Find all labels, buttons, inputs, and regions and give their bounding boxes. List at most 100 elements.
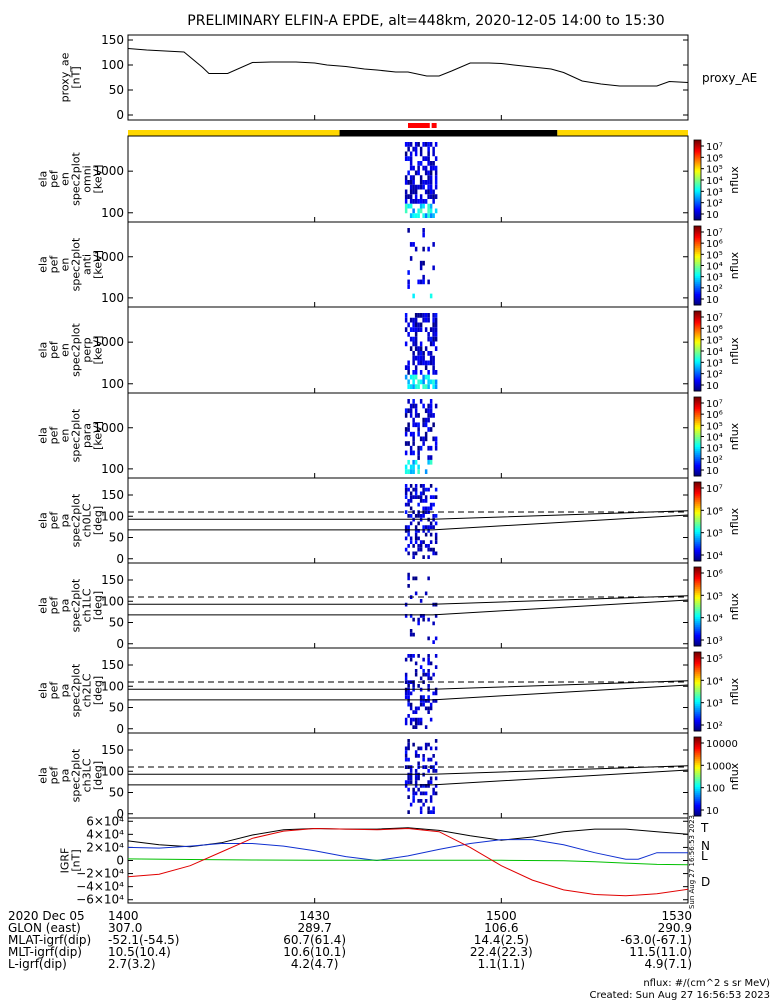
ch1LC-colorbar-cell [694, 576, 701, 580]
igrf-series-D [127, 827, 689, 897]
ch3LC-cell [427, 806, 430, 811]
para-colorbar-cell [694, 444, 701, 447]
perp-cell [414, 384, 418, 389]
perp-ytick-label: 100 [101, 377, 124, 391]
omni-cell [429, 213, 433, 218]
ch3LC-cell [424, 765, 428, 769]
ch0LC-colorbar-cell [694, 483, 701, 487]
ch0LC-field-aligned-line [128, 514, 689, 531]
perp-cell [412, 317, 415, 323]
ch0LC-cell [414, 495, 418, 499]
omni-cell [429, 142, 433, 147]
ch0LC-cell [424, 525, 428, 529]
igrf-series-L [127, 858, 689, 866]
para-colorbar-cell [694, 442, 701, 445]
para-cell [417, 464, 420, 470]
para-colorbar-cell [694, 434, 701, 437]
ch2LC-cell [404, 695, 408, 699]
perp-cell [407, 332, 410, 337]
ch2LC-cell [422, 695, 425, 699]
perp-colorbar-ticklabel: 10⁶ [706, 324, 723, 335]
ch0LC-colorbar-cell [694, 531, 701, 534]
ch1LC-colorbar-cell [694, 567, 701, 570]
ch3LC-cell [407, 742, 410, 747]
omni-cell [427, 194, 430, 199]
perp-cell [429, 355, 433, 361]
ch2LC-colorbar-cell [694, 705, 701, 708]
ch0LC-colorbar-cell [694, 493, 701, 497]
para-colorbar-cell [694, 430, 701, 434]
ch0LC-cell [422, 525, 425, 529]
perp-cell [419, 360, 423, 366]
para-cell [409, 469, 413, 474]
ch1LC-colorbar-cell [694, 602, 701, 606]
ch2LC-cell [432, 672, 435, 677]
proxy_ae-ytick-label: 100 [101, 58, 124, 72]
ch1LC-colorbar-cell [694, 594, 701, 598]
footer-row-value: 4.2(4.7) [291, 957, 339, 971]
para-cell [417, 455, 420, 460]
perp-cell [414, 374, 418, 380]
ch2LC-anti-loss-cone-line [128, 680, 689, 690]
perp-colorbar-cell [694, 363, 701, 366]
ch3LC-cell [414, 776, 418, 781]
omni-cell [424, 180, 428, 185]
anti-cell [422, 279, 425, 285]
ch0LC-colorbar-cell [694, 545, 701, 548]
ch3LC-cell [414, 791, 418, 796]
perp-colorbar-cell [694, 383, 701, 386]
omni-cell [417, 142, 420, 147]
ch1LC-colorbar-cell [694, 584, 701, 588]
ch0LC-ytick-label: 0 [116, 552, 124, 566]
ch3LC-colorbar-cell [694, 746, 701, 750]
para-ylabel-line: [keV] [92, 421, 105, 450]
ch3LC-colorbar-ticklabel: 1000 [706, 761, 731, 772]
perp-cell [434, 332, 438, 337]
perp-cell [432, 365, 435, 370]
ch3LC-cell [432, 810, 435, 814]
ch0LC-colorbar-cell [694, 507, 701, 511]
para-colorbar-ticklabel: 10³ [706, 444, 723, 455]
ch2LC-cell [404, 691, 408, 696]
anti-colorbar-cell [694, 233, 701, 237]
ch2LC-cell [422, 702, 425, 707]
perp-cell [432, 313, 435, 318]
ch2LC-cell [424, 672, 428, 677]
anti-cell [409, 256, 413, 261]
footer-row-value: 106.6 [484, 921, 518, 935]
omni-colorbar-cell [694, 174, 701, 177]
ch2LC-colorbar-cell [694, 715, 701, 718]
omni-cell [407, 156, 410, 161]
ch3LC-cell [404, 754, 408, 758]
omni-colorbar-cell [694, 172, 701, 175]
ch2LC-colorbar-cell [694, 675, 701, 679]
para-colorbar-cell [694, 410, 701, 414]
para-colorbar-cell [694, 474, 701, 477]
ch3LC-colorbar-cell [694, 762, 701, 766]
para-cell [412, 464, 415, 470]
para-cell [427, 455, 430, 460]
ch3LC-cell [422, 754, 425, 758]
perp-colorbar-cell [694, 335, 701, 338]
ch2LC-cell [427, 706, 430, 711]
omni-colorbar-cell [694, 214, 701, 217]
perp-cell [412, 322, 415, 328]
ch0LC-cell [427, 487, 430, 492]
perp-cell [404, 374, 408, 380]
ch1LC-colorbar-cell [694, 568, 701, 572]
ch2LC-cell [409, 717, 413, 722]
ch2LC-colorbar-cell [694, 677, 701, 681]
anti-colorbar-cell [694, 269, 701, 272]
ch3LC-cell [432, 791, 435, 796]
ch3LC-cell [424, 742, 428, 747]
perp-colorbar-cell [694, 343, 701, 346]
para-cell [417, 413, 420, 418]
para-colorbar-cell [694, 400, 701, 404]
ch3LC-colorbar-ticklabel: 10000 [706, 739, 738, 750]
omni-colorbar-cell [694, 182, 701, 185]
omni-cell [427, 142, 430, 147]
omni-cell [432, 194, 435, 199]
para-cell [424, 408, 428, 414]
omni-cell [429, 180, 433, 185]
